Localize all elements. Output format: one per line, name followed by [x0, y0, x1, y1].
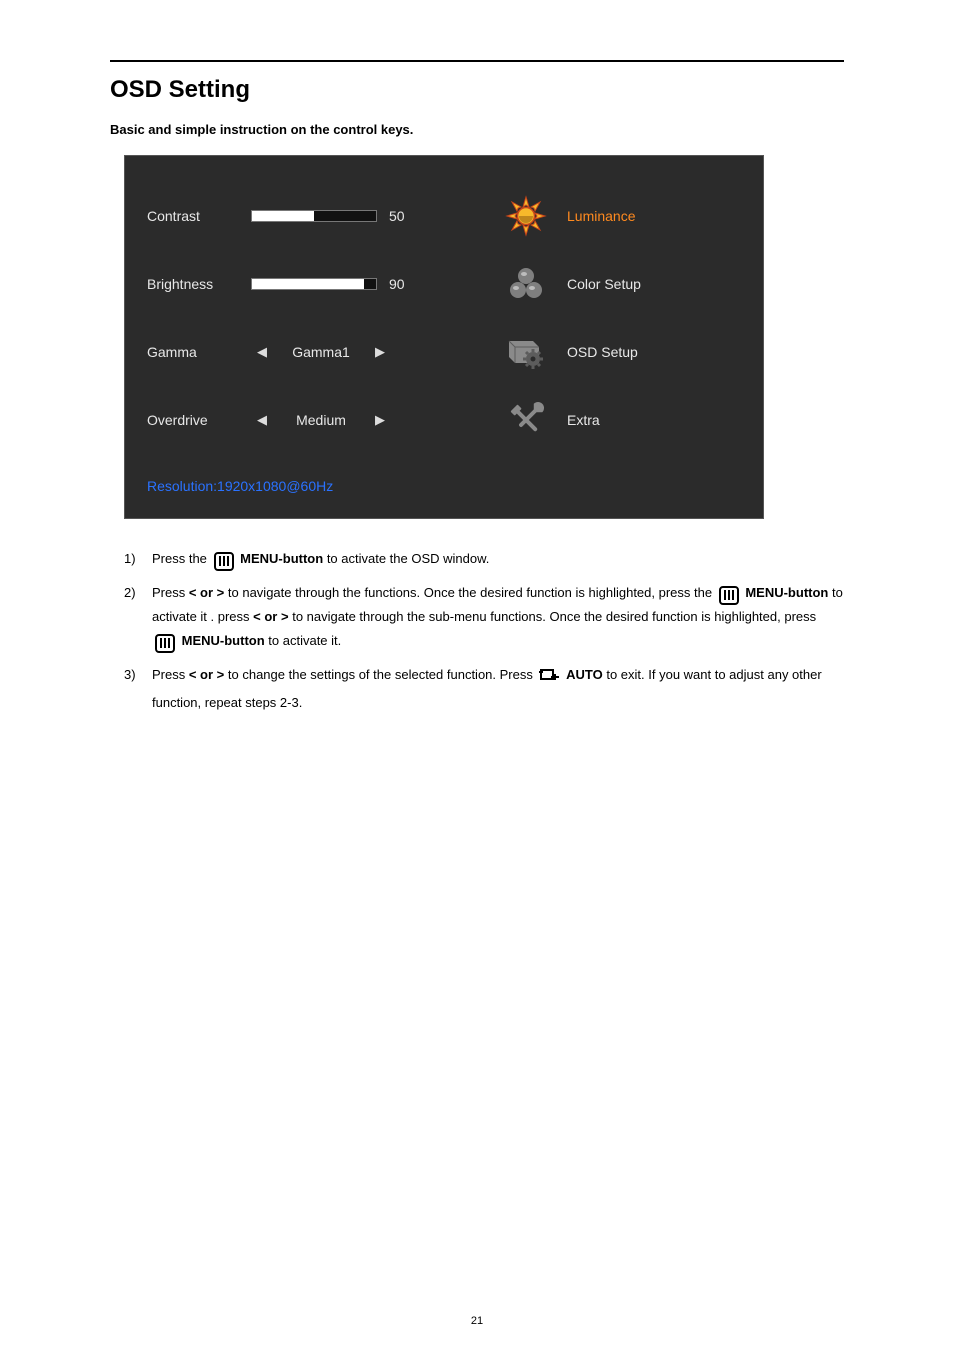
menu-icon [214, 552, 234, 571]
osd-slider[interactable] [251, 278, 377, 290]
osd-slider-fill [252, 279, 364, 289]
osd-left-column: Contrast50Brightness90Gamma◀Gamma1▶Overd… [125, 156, 503, 464]
osd-next-arrow[interactable]: ▶ [369, 412, 391, 428]
step-number: 1) [124, 547, 152, 571]
osd-setting-row: Gamma◀Gamma1▶ [147, 318, 485, 386]
step-number: 2) [124, 581, 152, 653]
osd-setting-label: Contrast [147, 208, 251, 224]
osd-panel: Contrast50Brightness90Gamma◀Gamma1▶Overd… [124, 155, 764, 519]
step-number: 3) [124, 663, 152, 715]
instructions-list: 1) Press the MENU-button to activate the… [124, 547, 844, 715]
instr-text: to activate the OSD window. [327, 551, 490, 566]
osd-slider-fill [252, 211, 314, 221]
page-number: 21 [110, 1315, 844, 1327]
instr-text: Press [152, 667, 189, 682]
osd-slider-value: 90 [389, 276, 419, 292]
instr-text: Press the [152, 551, 211, 566]
instr-text: to change the settings of the selected f… [228, 667, 537, 682]
osd-setting-row: Overdrive◀Medium▶ [147, 386, 485, 454]
osd-category-label: Luminance [567, 208, 636, 224]
osd-category-row[interactable]: Extra [503, 386, 745, 454]
instr-text: Press [152, 585, 189, 600]
osd-setting-row: Contrast 50 [147, 182, 485, 250]
window-gear-icon [503, 329, 549, 375]
osd-setting-label: Brightness [147, 276, 251, 292]
menu-icon [719, 586, 739, 605]
instruction-step-2: 2) Press < or > to navigate through the … [124, 581, 844, 653]
osd-category-label: Extra [567, 412, 600, 428]
osd-setting-label: Gamma [147, 344, 251, 360]
menu-button-label: MENU-button [745, 585, 828, 600]
nav-keys-label: < or > [189, 585, 224, 600]
osd-category-row[interactable]: Luminance [503, 182, 745, 250]
osd-category-row[interactable]: Color Setup [503, 250, 745, 318]
page-subtitle: Basic and simple instruction on the cont… [110, 122, 844, 137]
osd-prev-arrow[interactable]: ◀ [251, 344, 273, 360]
osd-setting-row: Brightness 90 [147, 250, 485, 318]
nav-keys-label: < or > [253, 609, 288, 624]
instr-text: to navigate through the functions. Once … [228, 585, 716, 600]
instruction-step-3: 3) Press < or > to change the settings o… [124, 663, 844, 715]
osd-right-column: Luminance Color Setup OSD Setup [503, 156, 763, 464]
auto-label: AUTO [566, 667, 603, 682]
osd-resolution-footer: Resolution:1920x1080@60Hz [125, 464, 763, 518]
osd-category-row[interactable]: OSD Setup [503, 318, 745, 386]
menu-button-label: MENU-button [182, 633, 265, 648]
instruction-step-1: 1) Press the MENU-button to activate the… [124, 547, 844, 571]
osd-category-label: OSD Setup [567, 344, 638, 360]
osd-slider-value: 50 [389, 208, 419, 224]
rgb-balls-icon [503, 261, 549, 307]
instr-text: to activate it. [268, 633, 341, 648]
osd-category-label: Color Setup [567, 276, 641, 292]
osd-next-arrow[interactable]: ▶ [369, 344, 391, 360]
instr-text: to navigate through the sub-menu functio… [292, 609, 816, 624]
osd-slider[interactable] [251, 210, 377, 222]
page-title: OSD Setting [110, 76, 844, 104]
osd-option-value: Medium [273, 412, 369, 428]
osd-prev-arrow[interactable]: ◀ [251, 412, 273, 428]
nav-keys-label: < or > [189, 667, 224, 682]
menu-icon [155, 634, 175, 653]
menu-button-label: MENU-button [240, 551, 323, 566]
osd-option-value: Gamma1 [273, 344, 369, 360]
tools-icon [503, 397, 549, 443]
sun-icon [503, 193, 549, 239]
auto-icon [539, 667, 559, 691]
osd-setting-label: Overdrive [147, 412, 251, 428]
page-top-rule [110, 60, 844, 62]
